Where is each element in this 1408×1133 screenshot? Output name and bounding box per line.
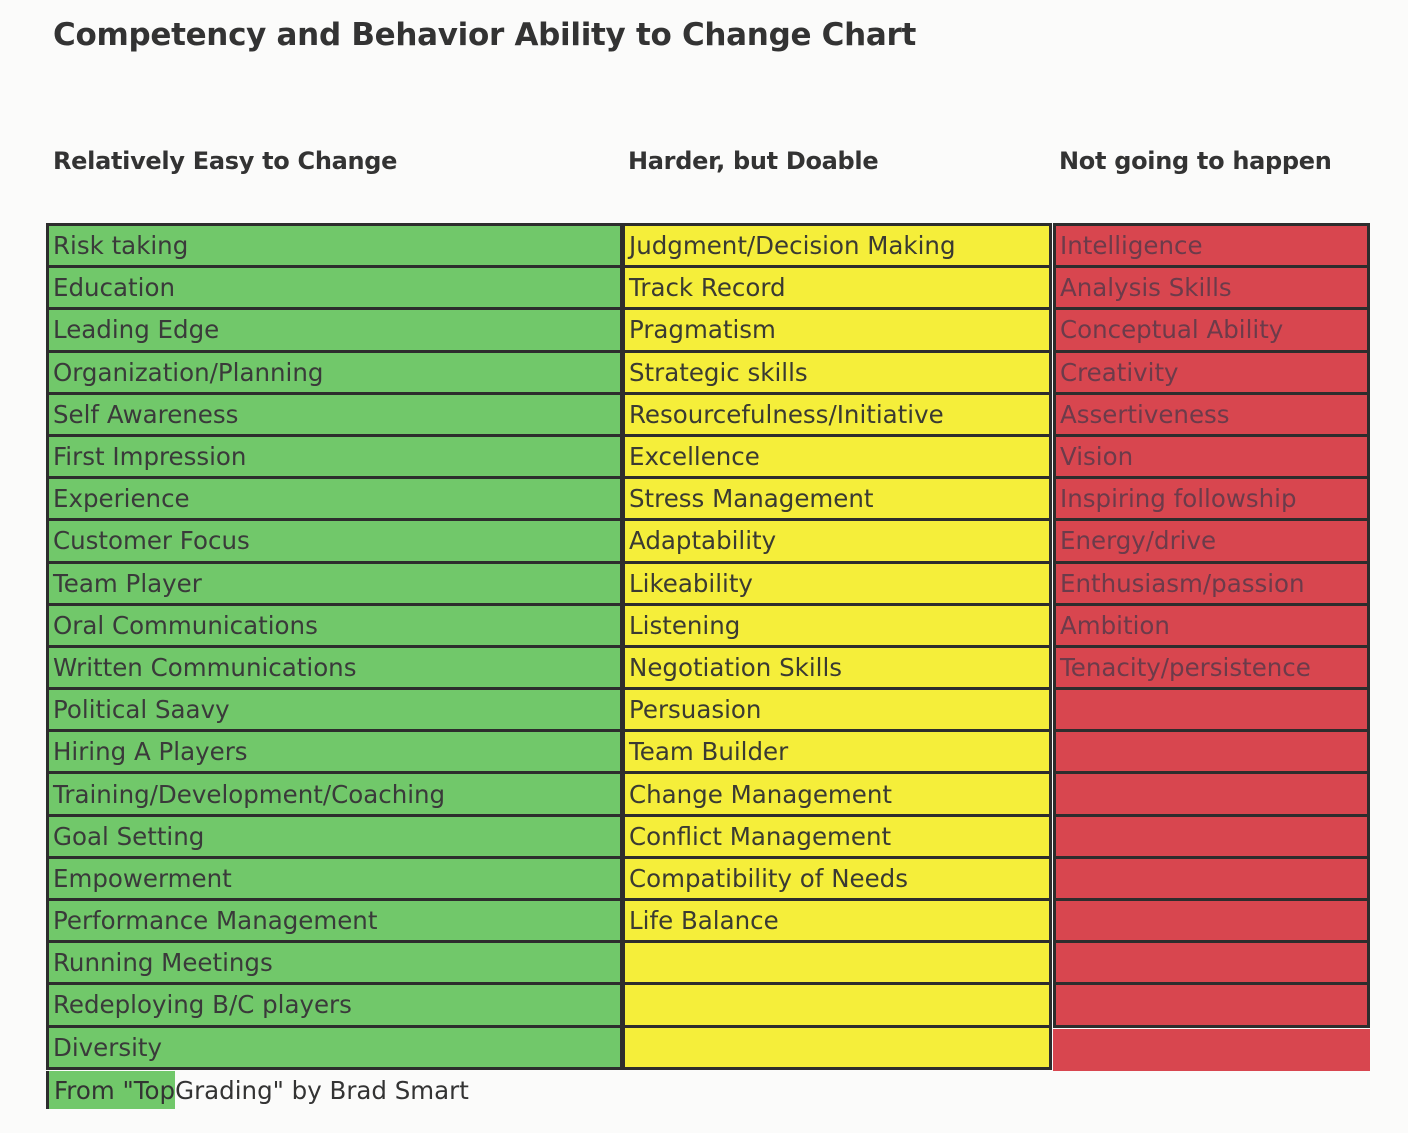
table-cell: Hiring A Players — [46, 732, 623, 775]
table-cell — [1053, 774, 1370, 817]
table-cell: Team Builder — [622, 732, 1052, 775]
table-cell: Education — [46, 268, 623, 311]
table-cell: Track Record — [622, 268, 1052, 311]
heading-never: Not going to happen — [1059, 147, 1332, 175]
table-cell: Listening — [622, 605, 1052, 648]
heading-harder: Harder, but Doable — [628, 147, 879, 175]
table-cell: Negotiation Skills — [622, 647, 1052, 691]
table-cell — [1053, 985, 1370, 1028]
table-cell: Organization/Planning — [46, 352, 623, 395]
table-cell: Conceptual Ability — [1053, 310, 1370, 353]
table-cell: Inspiring followship — [1053, 479, 1370, 522]
table-cell: Training/Development/Coaching — [46, 774, 623, 817]
source-highlighted: From "Top — [49, 1071, 176, 1109]
table-cell: Analysis Skills — [1053, 268, 1370, 311]
table-cell: Empowerment — [46, 858, 623, 901]
column-easy-to-change: Risk taking Education Leading Edge Organiza… — [46, 223, 623, 1070]
table-cell: Enthusiasm/passion — [1053, 563, 1370, 606]
table-cell: Team Player — [46, 563, 623, 606]
table-cell: Political Saavy — [46, 690, 623, 733]
table-cell — [622, 1027, 1052, 1070]
table-cell: Ambition — [1053, 605, 1370, 648]
table-cell — [622, 985, 1052, 1028]
table-cell: Running Meetings — [46, 943, 623, 986]
table-cell: First Impression — [46, 436, 623, 480]
table-cell: Intelligence — [1053, 226, 1370, 269]
table-cell: Pragmatism — [622, 310, 1052, 353]
table-cell: Resourcefulness/Initiative — [622, 394, 1052, 437]
table-cell: Risk taking — [46, 226, 623, 269]
table-cell: Diversity — [46, 1027, 623, 1070]
table-cell: Conflict Management — [622, 816, 1052, 859]
table-cell: Written Communications — [46, 647, 623, 691]
table-cell: Vision — [1053, 436, 1370, 480]
table-cell: Redeploying B/C players — [46, 985, 623, 1028]
table-cell: Oral Communications — [46, 605, 623, 648]
table-cell — [1053, 732, 1370, 775]
table-cell: Creativity — [1053, 352, 1370, 395]
column-never-bottom-fill — [1053, 1029, 1370, 1071]
table-cell: Compatibility of Needs — [622, 858, 1052, 901]
table-cell: Customer Focus — [46, 521, 623, 564]
table-cell: Assertiveness — [1053, 394, 1370, 437]
chart-title: Competency and Behavior Ability to Chang… — [53, 17, 917, 53]
table-cell: Change Management — [622, 774, 1052, 817]
table-cell: Goal Setting — [46, 816, 623, 859]
table-cell: Strategic skills — [622, 352, 1052, 395]
column-harder-but-doable: Judgment/Decision Making Track Record Prag… — [622, 223, 1052, 1070]
table-cell — [1053, 943, 1370, 986]
table-cell: Life Balance — [622, 901, 1052, 944]
table-cell: Judgment/Decision Making — [622, 226, 1052, 269]
table-cell: Tenacity/persistence — [1053, 647, 1370, 691]
table-cell — [1053, 816, 1370, 859]
table-cell: Likeability — [622, 563, 1052, 606]
table-cell: Experience — [46, 479, 623, 522]
table-cell: Self Awareness — [46, 394, 623, 437]
table-cell: Leading Edge — [46, 310, 623, 353]
table-cell: Energy/drive — [1053, 521, 1370, 564]
source-rest: Grading" by Brad Smart — [175, 1075, 469, 1105]
table-cell: Stress Management — [622, 479, 1052, 522]
table-cell — [1053, 690, 1370, 733]
heading-easy: Relatively Easy to Change — [53, 147, 398, 175]
column-not-going-to-happen: Intelligence Analysis Skills Conceptual Ab… — [1053, 223, 1370, 1028]
table-cell — [1053, 858, 1370, 901]
table-cell: Performance Management — [46, 901, 623, 944]
table-cell — [1053, 901, 1370, 944]
table-cell: Persuasion — [622, 690, 1052, 733]
table-cell: Adaptability — [622, 521, 1052, 564]
table-cell — [622, 943, 1052, 986]
source-citation: From "Top Grading" by Brad Smart — [46, 1071, 469, 1109]
table-cell: Excellence — [622, 436, 1052, 480]
